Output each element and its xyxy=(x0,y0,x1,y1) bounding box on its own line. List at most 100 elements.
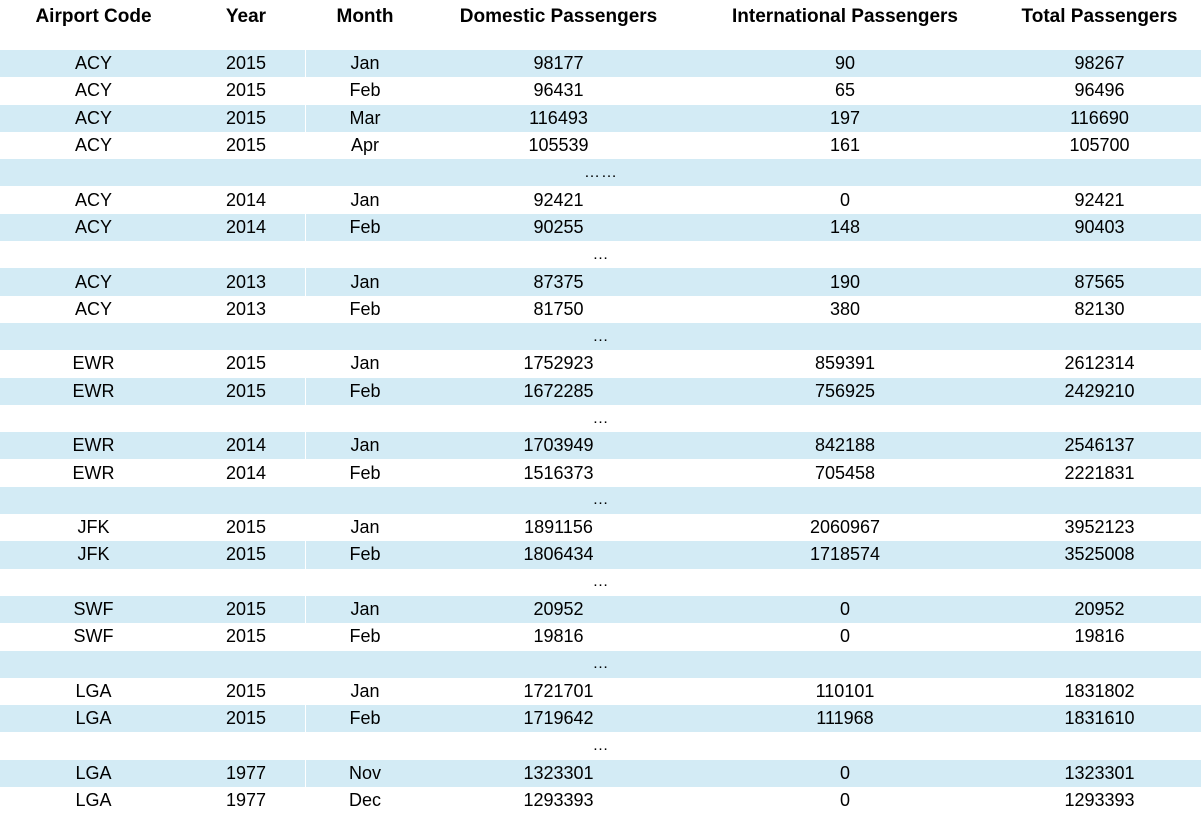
international-passengers-cell: 161 xyxy=(829,135,861,156)
table-row: ACY 2014 Feb 90255 148 90403 xyxy=(0,213,1201,242)
total-passengers-cell: 1293393 xyxy=(1064,790,1135,811)
international-passengers-cell: 110101 xyxy=(815,680,875,701)
domestic-passengers-cell: 1323301 xyxy=(523,762,594,783)
ellipsis-row: … xyxy=(0,569,1201,596)
international-passengers-cell: 111968 xyxy=(816,708,874,729)
month-cell: Jan xyxy=(350,435,380,456)
month-cell: Apr xyxy=(350,135,379,156)
year-cell: 2014 xyxy=(225,462,267,483)
table-row: ACY 2013 Feb 81750 380 82130 xyxy=(0,296,1201,323)
domestic-passengers-cell: 90255 xyxy=(533,216,584,237)
year-cell: 2014 xyxy=(187,213,306,242)
month-cell: Dec xyxy=(348,790,381,811)
month-cell: Feb xyxy=(349,462,381,483)
ellipsis-row: … xyxy=(0,486,1201,515)
month-cell: Feb xyxy=(349,380,381,401)
international-passengers-cell: 0 xyxy=(839,599,850,620)
airport-code-cell: ACY xyxy=(74,53,112,74)
airport-code-cell: EWR xyxy=(72,435,115,456)
month-cell: Mar xyxy=(349,107,381,128)
year-cell: 2015 xyxy=(225,517,267,538)
table-header: Airport Code Year Month Domestic Passeng… xyxy=(0,0,1201,34)
international-passengers-cell: 0 xyxy=(839,790,850,811)
airport-code-cell: LGA xyxy=(75,708,112,729)
month-cell: Feb xyxy=(349,626,381,647)
year-cell: 2015 xyxy=(225,680,267,701)
table-row: JFK 2015 Feb 1806434 1718574 3525008 xyxy=(0,541,1201,569)
month-cell: Jan xyxy=(350,517,380,538)
table-row: ACY 2015 Apr 105539 161 105700 xyxy=(0,132,1201,159)
table-row: ACY 2014 Jan 92421 0 92421 xyxy=(0,186,1201,213)
table-body: ACY 2015 Jan 98177 90 98267 ACY 2015 Feb 96431 65 9… xyxy=(0,50,1201,814)
airport-code-cell: EWR xyxy=(72,353,115,374)
month-cell: Jan xyxy=(350,680,380,701)
year-cell: 2015 xyxy=(187,50,306,78)
header-total-passengers: Total Passengers xyxy=(1021,6,1178,27)
domestic-passengers-cell: 87375 xyxy=(533,271,584,292)
international-passengers-cell: 0 xyxy=(839,189,850,210)
year-cell: 2015 xyxy=(187,541,306,569)
month-cell: Feb xyxy=(349,544,381,565)
international-passengers-cell: 842188 xyxy=(814,435,876,456)
table-row: EWR 2014 Jan 1703949 842188 2546137 xyxy=(0,432,1201,460)
year-cell: 2015 xyxy=(225,135,267,156)
domestic-passengers-cell: 81750 xyxy=(533,298,584,319)
year-cell: 2015 xyxy=(225,80,267,101)
year-cell: 2014 xyxy=(225,189,267,210)
international-passengers-cell: 90 xyxy=(834,53,856,74)
ellipsis-text: … xyxy=(592,491,610,509)
table-row: EWR 2015 Feb 1672285 756925 2429210 xyxy=(0,377,1201,405)
international-passengers-cell: 148 xyxy=(829,216,861,237)
airport-code-cell: LGA xyxy=(75,762,112,783)
month-cell: Feb xyxy=(349,708,381,729)
airport-code-cell: EWR xyxy=(72,380,115,401)
international-passengers-cell: 380 xyxy=(829,298,861,319)
header-domestic-passengers: Domestic Passengers xyxy=(459,6,658,27)
airport-code-cell: LGA xyxy=(75,790,112,811)
ellipsis-text: … xyxy=(592,409,610,427)
table-row: ACY 2015 Jan 98177 90 98267 xyxy=(0,50,1201,78)
international-passengers-cell: 705458 xyxy=(814,462,876,483)
total-passengers-cell: 2546137 xyxy=(1064,435,1135,456)
airport-code-cell: ACY xyxy=(74,271,112,292)
domestic-passengers-cell: 1672285 xyxy=(523,380,594,401)
airport-code-cell: SWF xyxy=(73,599,114,620)
month-cell: Feb xyxy=(349,216,381,237)
international-passengers-cell: 0 xyxy=(839,762,850,783)
ellipsis-text: … xyxy=(592,573,610,591)
domestic-passengers-cell: 1703949 xyxy=(523,435,594,456)
total-passengers-cell: 116690 xyxy=(1070,107,1129,128)
ellipsis-row: … xyxy=(0,322,1201,351)
year-cell: 2013 xyxy=(187,268,306,296)
table-row: ACY 2015 Mar 116493 197 116690 xyxy=(0,104,1201,132)
domestic-passengers-cell: 1752923 xyxy=(523,353,594,374)
header-international-passengers: International Passengers xyxy=(732,6,958,27)
international-passengers-cell: 65 xyxy=(834,80,856,101)
month-cell: Jan xyxy=(350,353,380,374)
international-passengers-cell: 1718574 xyxy=(809,544,881,565)
table-row: ACY 2015 Feb 96431 65 96496 xyxy=(0,77,1201,104)
airport-code-cell: JFK xyxy=(77,544,110,565)
airport-code-cell: ACY xyxy=(74,298,112,319)
ellipsis-text: …… xyxy=(584,163,618,181)
month-cell: Feb xyxy=(349,298,381,319)
table-row: LGA 1977 Nov 1323301 0 1323301 xyxy=(0,759,1201,788)
month-cell: Jan xyxy=(350,53,380,74)
year-cell: 2014 xyxy=(187,432,306,460)
year-cell: 1977 xyxy=(225,790,267,811)
domestic-passengers-cell: 116493 xyxy=(529,107,588,128)
year-cell: 1977 xyxy=(187,759,306,788)
table-row: ACY 2013 Jan 87375 190 87565 xyxy=(0,268,1201,296)
ellipsis-text: … xyxy=(592,655,610,673)
ellipsis-text: … xyxy=(592,245,610,263)
domestic-passengers-cell: 92421 xyxy=(533,189,584,210)
total-passengers-cell: 3952123 xyxy=(1064,517,1135,538)
airport-code-cell: JFK xyxy=(77,517,110,538)
table-row: LGA 2015 Jan 1721701 110101 1831802 xyxy=(0,678,1201,705)
airport-code-cell: ACY xyxy=(74,189,112,210)
month-cell: Nov xyxy=(348,762,381,783)
ellipsis-row: … xyxy=(0,732,1201,759)
total-passengers-cell: 1831802 xyxy=(1064,680,1135,701)
airport-code-cell: ACY xyxy=(74,80,112,101)
